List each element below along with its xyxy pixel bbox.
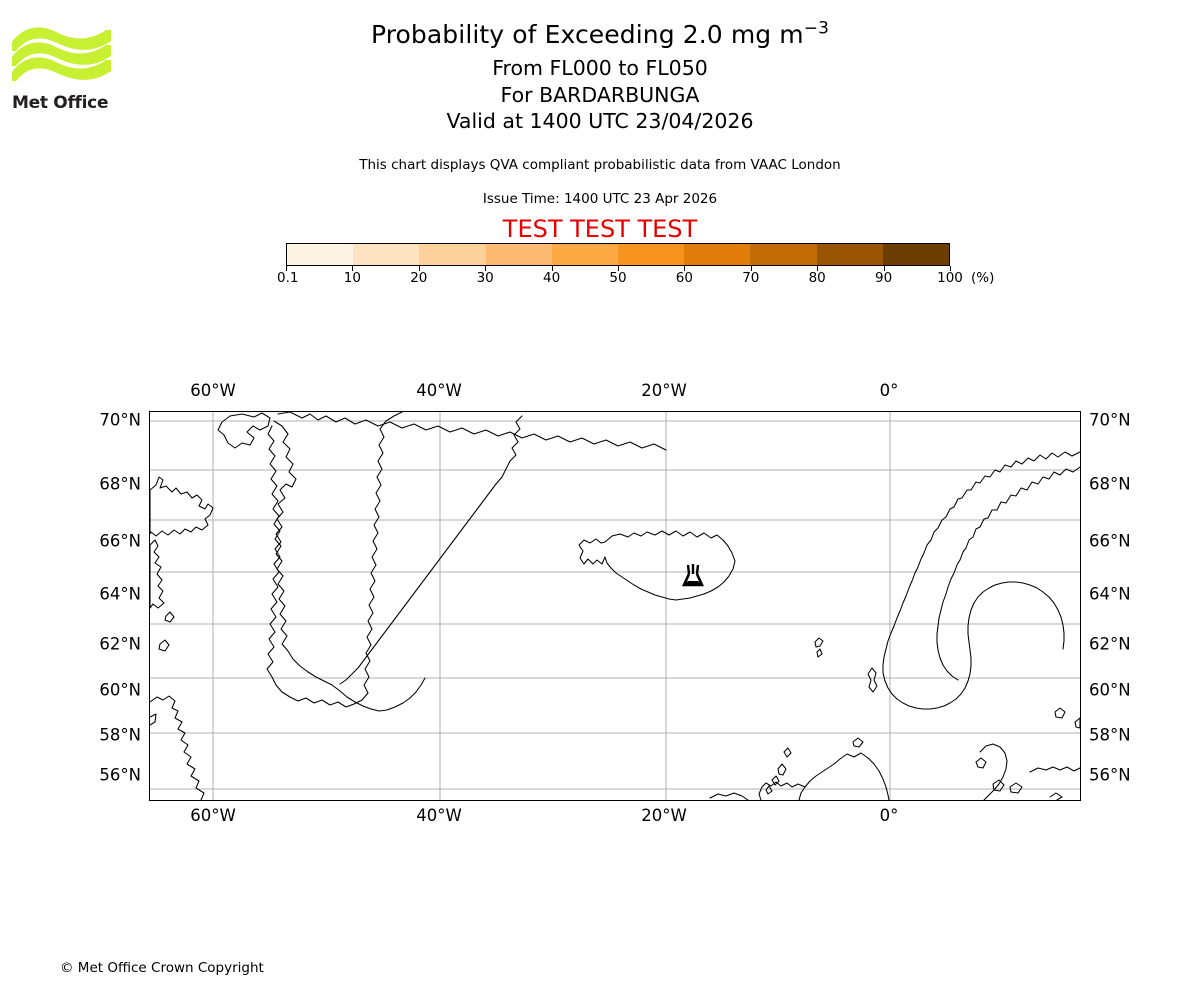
colorbar-tick-label-40: 40 [543, 270, 561, 286]
lat-label-left-62: 62°N [99, 634, 141, 654]
colorbar-tick-0.1 [286, 266, 287, 271]
lat-label-right-64: 64°N [1089, 584, 1131, 604]
lat-label-left-60: 60°N [99, 680, 141, 700]
colorbar-tick-label-30: 30 [476, 270, 494, 286]
colorbar-band-4 [551, 244, 619, 265]
lon-label-bottom--40: 40°W [416, 806, 462, 825]
lat-label-left-66: 66°N [99, 531, 141, 551]
lat-label-right-68: 68°N [1089, 474, 1131, 494]
lat-label-left-56: 56°N [99, 765, 141, 785]
lon-label-bottom-0: 0° [879, 806, 899, 825]
lon-label-bottom--60: 60°W [190, 806, 236, 825]
colorbar-tick-100 [950, 266, 951, 271]
colorbar-tick-label-100: 100 [937, 270, 963, 286]
lat-label-left-68: 68°N [99, 474, 141, 494]
colorbar-tick-30 [485, 266, 487, 271]
lat-label-right-62: 62°N [1089, 634, 1131, 654]
lat-label-right-60: 60°N [1089, 680, 1131, 700]
lat-label-right-56: 56°N [1089, 765, 1131, 785]
lon-label-top-0: 0° [879, 381, 899, 400]
colorbar-tick-label-60: 60 [675, 270, 693, 286]
lon-label-bottom--20: 20°W [641, 806, 687, 825]
page-title-text: Probability of Exceeding 2.0 mg m [370, 20, 804, 49]
colorbar-tick-10 [352, 266, 354, 271]
lat-label-right-70: 70°N [1089, 410, 1131, 430]
copyright-footer: © Met Office Crown Copyright [60, 960, 264, 976]
colorbar-band-1 [353, 244, 420, 265]
colorbar-tick-80 [817, 266, 819, 271]
chart-title-block: Probability of Exceeding 2.0 mg m−3 From… [0, 18, 1200, 138]
colorbar-band-5 [618, 244, 685, 265]
colorbar-tick-50 [618, 266, 619, 271]
coastlines [150, 412, 1080, 800]
flight-level-range: From FL000 to FL050 [492, 56, 708, 80]
map-gridlines [150, 412, 1080, 800]
colorbar-band-2 [419, 244, 486, 265]
colorbar-units-label: (%) [971, 270, 995, 286]
colorbar-tick-label-80: 80 [808, 270, 826, 286]
colorbar-tick-axis: 0.1 10 20 30 40 50 60 70 80 90 100 [277, 266, 963, 288]
lon-label-top--20: 20°W [641, 381, 687, 400]
lat-label-left-58: 58°N [99, 725, 141, 745]
page-title: Probability of Exceeding 2.0 mg m−3 [0, 18, 1200, 58]
colorbar-tick-label-0.1: 0.1 [276, 270, 299, 286]
page-title-exponent: −3 [803, 18, 830, 39]
colorbar-band-7 [750, 244, 817, 265]
colorbar-band-0 [287, 244, 354, 265]
lat-label-right-58: 58°N [1089, 725, 1131, 745]
colorbar-band-9 [882, 244, 950, 265]
colorbar-tick-label-10: 10 [343, 270, 361, 286]
met-office-logo-text: Met Office [12, 93, 109, 113]
colorbar-tick-70 [750, 266, 752, 271]
met-office-wave-mark [12, 27, 111, 81]
probability-colorbar [286, 243, 950, 266]
met-office-logo: Met Office [10, 20, 120, 115]
colorbar-tick-label-70: 70 [742, 270, 760, 286]
valid-time: Valid at 1400 UTC 23/04/2026 [446, 109, 754, 133]
colorbar-tick-90 [883, 266, 885, 271]
colorbar-band-8 [816, 244, 883, 265]
colorbar-tick-20 [418, 266, 420, 271]
colorbar-bands [286, 243, 950, 266]
colorbar-tick-label-90: 90 [875, 270, 893, 286]
colorbar-band-6 [684, 244, 751, 265]
volcano-name: For BARDARBUNGA [500, 82, 700, 107]
colorbar-tick-label-50: 50 [609, 270, 627, 286]
colorbar-tick-40 [551, 266, 553, 271]
lat-label-right-66: 66°N [1089, 531, 1131, 551]
lon-label-top--60: 60°W [190, 381, 236, 400]
lat-label-left-64: 64°N [99, 584, 141, 604]
qva-disclaimer: This chart displays QVA compliant probab… [359, 157, 841, 173]
test-banner: TEST TEST TEST [502, 215, 698, 243]
issue-time: Issue Time: 1400 UTC 23 Apr 2026 [482, 191, 718, 207]
lat-label-left-70: 70°N [99, 410, 141, 430]
colorbar-band-3 [485, 244, 552, 265]
colorbar-tick-label-20: 20 [410, 270, 428, 286]
lon-label-top--40: 40°W [416, 381, 462, 400]
map-plot-area[interactable] [149, 411, 1081, 801]
volcano-marker[interactable] [681, 564, 705, 587]
map-canvas [150, 412, 1080, 800]
colorbar-tick-60 [684, 266, 686, 271]
